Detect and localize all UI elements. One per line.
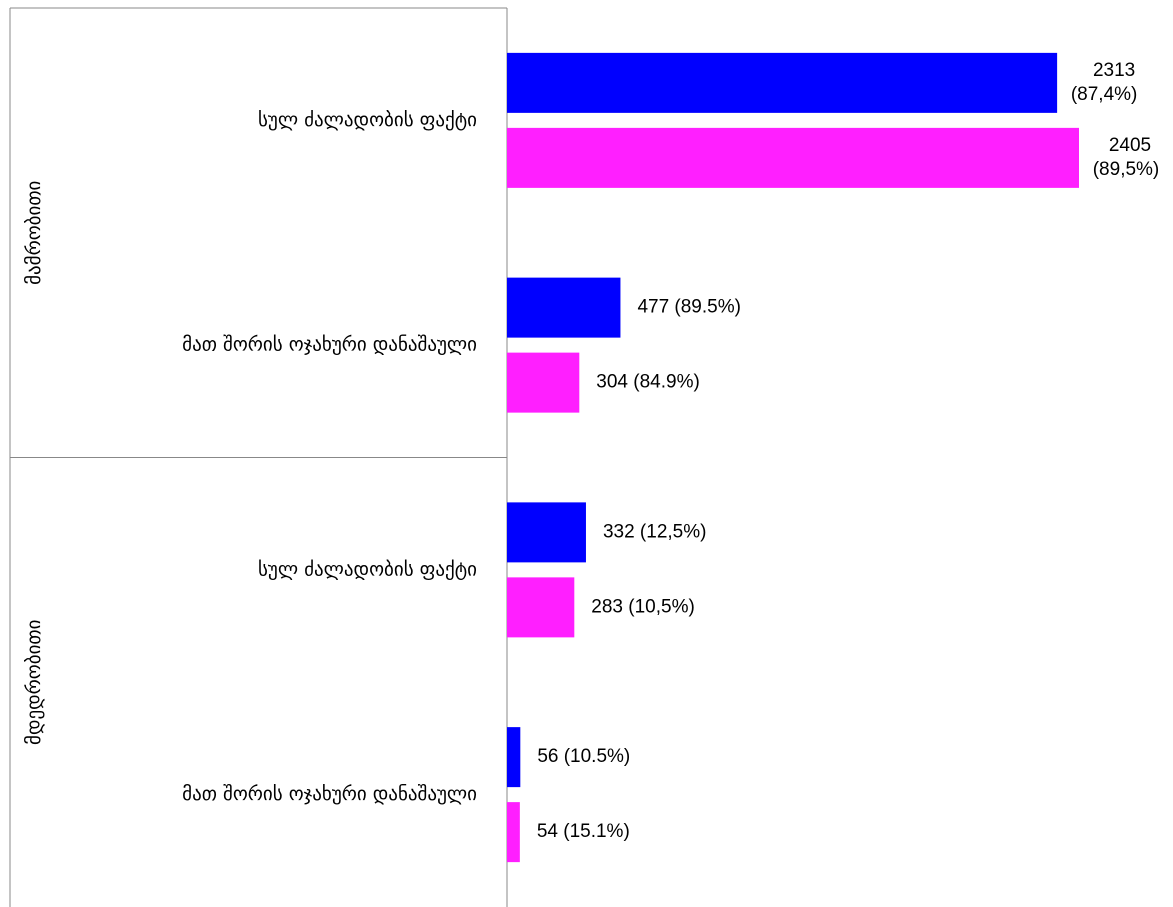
data-label: 56 (10.5%) xyxy=(537,746,630,767)
data-label: 477 (89.5%) xyxy=(637,297,741,318)
data-label: 304 (84.9%) xyxy=(596,372,700,393)
bar-series-b xyxy=(507,352,580,413)
bar-series-b xyxy=(507,802,520,863)
bar-series-b xyxy=(507,127,1079,188)
data-label: 54 (15.1%) xyxy=(537,821,630,842)
data-label: 332 (12,5%) xyxy=(603,521,707,542)
category-label: სულ ძალადობის ფაქტი xyxy=(258,558,477,580)
category-label: სულ ძალადობის ფაქტი xyxy=(258,109,477,131)
category-label: მათ შორის ოჯახური დანაშაული xyxy=(182,334,477,356)
group-label: მამრობითი xyxy=(23,181,45,285)
data-label: (87,4%) xyxy=(1071,84,1138,105)
bar-series-a xyxy=(507,277,621,338)
category-label: მათ შორის ოჯახური დანაშაული xyxy=(182,783,477,805)
bar-series-a xyxy=(507,727,521,788)
data-label: 2313 xyxy=(1093,60,1135,81)
bar-series-a xyxy=(507,52,1058,113)
bar-series-b xyxy=(507,577,575,638)
data-label: 283 (10,5%) xyxy=(591,596,695,617)
data-label: 2405 xyxy=(1109,135,1151,156)
data-label: (89,5%) xyxy=(1093,159,1160,180)
bar-series-a xyxy=(507,502,586,563)
group-label: მდედრობითი xyxy=(23,620,45,745)
